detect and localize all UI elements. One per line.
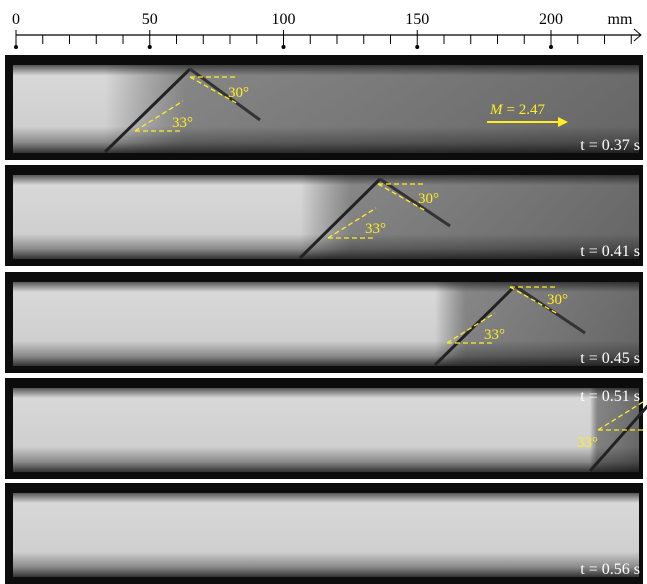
image-panel: 30° 33° t = 0.41 s: [5, 165, 643, 266]
ruler-tick-label: 200: [539, 11, 563, 28]
ruler-tick-label: 100: [272, 11, 296, 28]
image-panel: 30° 33° M= 2.47 t = 0.37 s: [5, 55, 643, 160]
ruler-tick-label: 50: [142, 11, 158, 28]
time-label: t = 0.45 s: [580, 350, 640, 367]
figure: mm 050100150200 30°33°M= 2.47t = 0.37 s3…: [0, 0, 647, 584]
mach-symbol: M: [489, 102, 504, 118]
ruler-dot: [549, 45, 553, 49]
image-panel: t = 0.56 s: [5, 483, 643, 584]
ruler-dot: [282, 45, 286, 49]
angle-label: 30°: [547, 292, 568, 308]
angle-label: 33°: [172, 115, 193, 131]
image-panel: 30° 33° t = 0.45 s: [5, 272, 643, 373]
ruler: mm 0 50 100 150 200: [12, 11, 641, 49]
angle-label: 33°: [484, 327, 505, 343]
ruler-tick-label: 0: [12, 11, 20, 28]
mach-value: = 2.47: [507, 102, 546, 118]
time-label: t = 0.56 s: [580, 561, 640, 578]
angle-label: 33°: [365, 221, 386, 237]
time-label: t = 0.37 s: [580, 137, 640, 154]
angle-label: 30°: [228, 85, 249, 101]
angle-label: 30°: [418, 191, 439, 207]
time-label: t = 0.41 s: [580, 243, 640, 260]
ruler-unit: mm: [608, 11, 633, 28]
mach-label: M= 2.47: [489, 102, 545, 118]
ruler-dot: [14, 45, 18, 49]
shock-region: [105, 65, 639, 153]
ruler-dot: [415, 45, 419, 49]
ruler-tick-label: 150: [405, 11, 429, 28]
image-panel: 33° t = 0.51 s: [5, 378, 647, 479]
time-label: t = 0.51 s: [580, 388, 640, 405]
angle-label: 33°: [577, 435, 598, 451]
panel-image: [13, 493, 639, 577]
panel-image: [13, 388, 639, 472]
ruler-dot: [148, 45, 152, 49]
